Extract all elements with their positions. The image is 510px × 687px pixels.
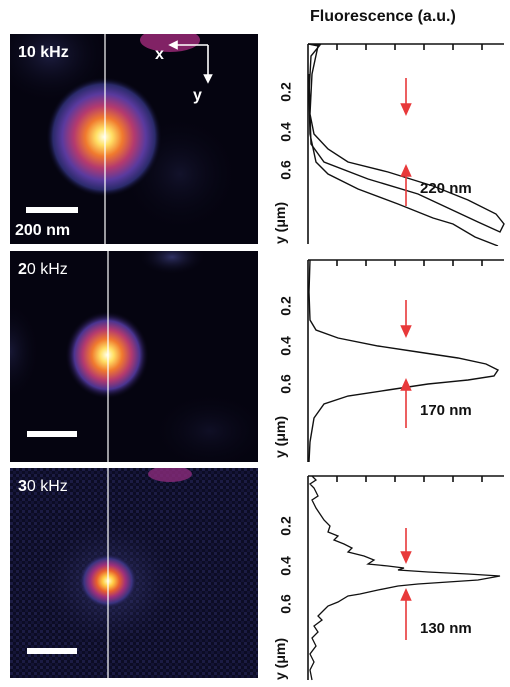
profile-curve — [307, 43, 499, 247]
profile-plot-30khz: 130 nm — [268, 470, 510, 682]
scale-bar — [27, 648, 77, 654]
fwhm-label: 130 nm — [420, 620, 472, 637]
y-axis-label: y — [193, 87, 202, 104]
x-axis-label: x — [155, 46, 164, 63]
frequency-label: 20 kHz — [18, 261, 68, 278]
frequency-label: 10 kHz — [18, 44, 69, 61]
scale-bar — [26, 207, 78, 213]
fwhm-arrows — [400, 528, 412, 640]
psf-spot — [46, 77, 162, 197]
y-axis-title: y (μm) — [272, 415, 288, 458]
axes — [307, 475, 504, 680]
axes — [307, 259, 504, 462]
psf-image-30khz — [10, 468, 258, 678]
y-axis-title: y (μm) — [272, 637, 288, 680]
axes — [307, 43, 504, 244]
scale-bar-label: 200 nm — [15, 222, 71, 239]
image-panel-30khz: 30 kHz — [10, 468, 258, 678]
profile-plot-20khz: 170 nm — [268, 252, 510, 464]
psf-image-20khz — [10, 251, 258, 462]
y-axis-title: y (μm) — [272, 201, 288, 244]
top-bright-blob — [140, 34, 200, 52]
frequency-label: 30 kHz — [18, 478, 68, 495]
psf-image-10khz — [10, 34, 240, 244]
profile-svg-30khz — [307, 475, 504, 681]
profile-curve — [308, 475, 501, 681]
scale-bar — [27, 431, 77, 437]
profile-curve — [308, 259, 500, 463]
image-panel-10khz: 10 kHz x y 200 nm — [10, 34, 258, 244]
fwhm-arrows — [400, 300, 412, 428]
fwhm-label: 170 nm — [420, 402, 472, 419]
profile-svg-20khz — [307, 259, 504, 463]
coordinate-axes — [168, 40, 213, 84]
profile-svg-10khz — [307, 43, 505, 247]
image-panel-20khz: 20 kHz — [10, 251, 258, 462]
figure-title: Fluorescence (a.u.) — [310, 8, 456, 25]
profile-plot-10khz: 220 nm — [268, 34, 510, 247]
fwhm-arrows — [400, 78, 412, 206]
fwhm-label: 220 nm — [420, 180, 472, 197]
psf-spot — [65, 311, 149, 399]
